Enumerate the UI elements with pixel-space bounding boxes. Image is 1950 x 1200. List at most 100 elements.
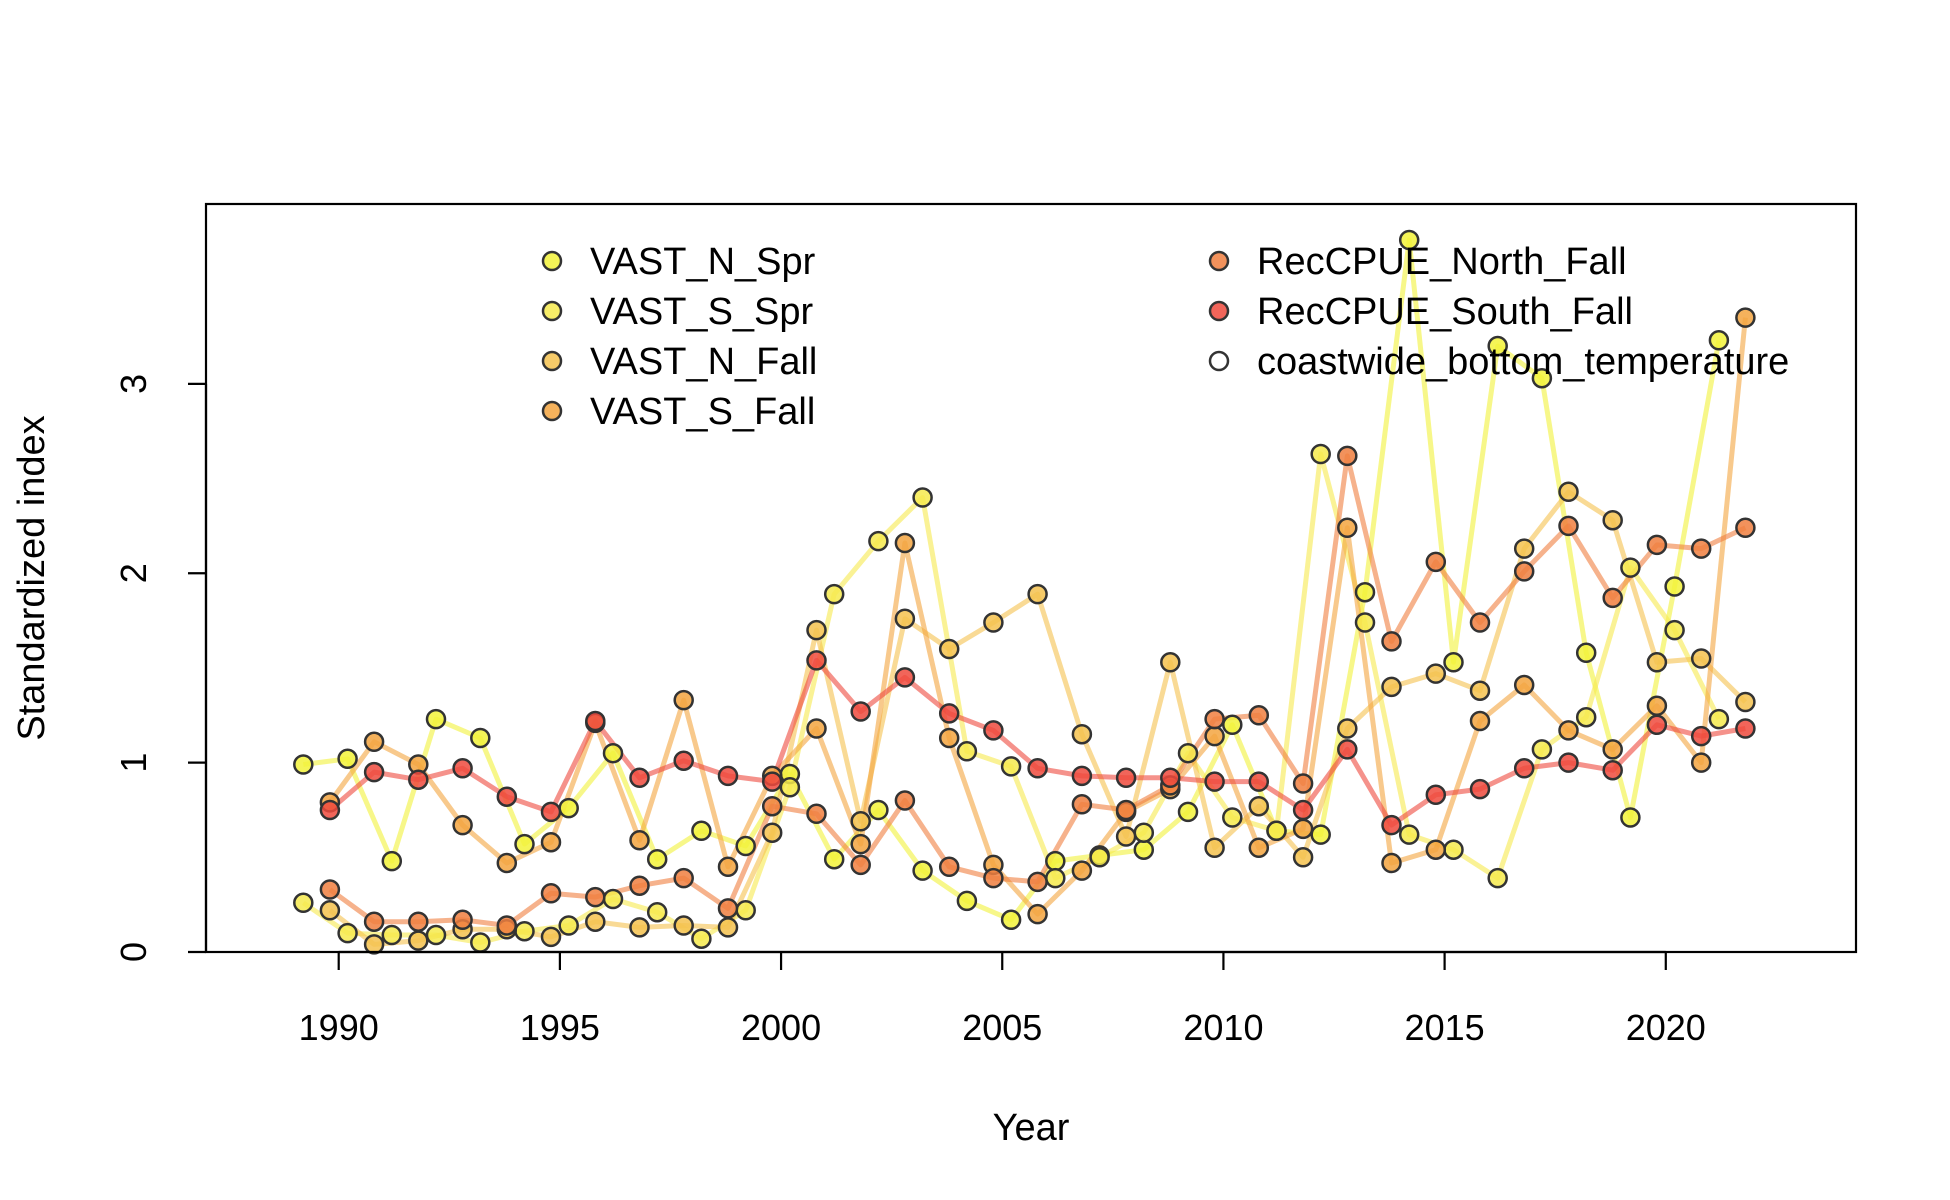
data-point [894, 532, 916, 554]
data-point [912, 487, 933, 508]
data-point [337, 748, 358, 770]
x-tick-label: 2010 [1183, 1007, 1263, 1048]
data-point [1248, 705, 1270, 726]
legend-label: VAST_S_Spr [590, 291, 814, 333]
data-point [735, 835, 756, 857]
data-point [1045, 867, 1066, 889]
data-point [1443, 839, 1464, 860]
data-point [894, 790, 916, 811]
legend-marker [541, 250, 563, 272]
data-point [1425, 839, 1447, 860]
data-point [938, 856, 960, 878]
data-point [1558, 481, 1579, 503]
data-point [850, 854, 871, 876]
data-point [1620, 557, 1641, 578]
y-tick-label: 1 [113, 753, 154, 773]
data-point [1469, 680, 1491, 701]
data-point [1222, 807, 1243, 828]
data-point [1292, 847, 1314, 868]
data-point [452, 814, 473, 836]
data-point [1071, 794, 1093, 815]
data-point [1708, 330, 1730, 351]
data-point [761, 771, 783, 792]
legend-marker [1208, 300, 1230, 322]
data-point [1337, 517, 1358, 539]
data-point [1337, 718, 1358, 739]
data-point [1381, 676, 1402, 698]
data-point [319, 799, 341, 821]
data-point [1620, 807, 1641, 828]
data-point [823, 848, 845, 870]
data-point [1558, 752, 1579, 773]
data-point [558, 797, 579, 819]
data-point [735, 900, 756, 921]
data-point [912, 860, 933, 881]
y-tick-label: 3 [113, 374, 154, 394]
data-point [806, 718, 827, 739]
data-point [1248, 837, 1270, 859]
data-point [1425, 663, 1447, 684]
data-point [850, 701, 871, 722]
x-tick-label: 2015 [1405, 1007, 1485, 1048]
data-point [868, 530, 889, 552]
data-point [1398, 824, 1420, 845]
x-tick-label: 1990 [299, 1007, 379, 1048]
data-point [1708, 708, 1730, 730]
data-point [1133, 822, 1155, 843]
data-point [1133, 839, 1155, 860]
data-point [646, 848, 668, 870]
data-point [540, 801, 562, 823]
data-point [470, 932, 491, 953]
data-point [540, 926, 562, 948]
data-point [1071, 723, 1093, 745]
data-point [956, 741, 978, 762]
data-point [1160, 767, 1181, 789]
data-point [806, 803, 827, 825]
y-axis-label: Standardized index [11, 415, 53, 740]
data-point [983, 867, 1004, 889]
data-point [1425, 784, 1447, 806]
data-point [1027, 583, 1048, 605]
legend-label: coastwide_bottom_temperature [1257, 341, 1789, 383]
legend-marker [541, 400, 563, 422]
x-tick-label: 2000 [741, 1007, 821, 1048]
data-point [337, 922, 358, 944]
data-point [629, 830, 650, 851]
data-point [602, 742, 624, 764]
data-point [496, 786, 518, 807]
data-point [894, 608, 916, 629]
data-point [1558, 720, 1579, 741]
data-point [1513, 758, 1535, 779]
y-tick-label: 2 [113, 563, 154, 583]
data-point [761, 822, 783, 843]
series-line-3 [327, 317, 1748, 917]
data-point [983, 720, 1004, 741]
data-point [938, 703, 960, 724]
data-point [691, 820, 712, 842]
data-point [1425, 551, 1447, 573]
data-point [381, 850, 403, 872]
data-point [1204, 837, 1225, 859]
data-point [868, 799, 889, 821]
legend-label: VAST_N_Spr [590, 241, 816, 283]
data-point [1531, 739, 1553, 760]
data-point [673, 689, 694, 711]
data-point [1398, 229, 1420, 251]
data-point [629, 917, 650, 938]
data-point [629, 875, 650, 896]
data-point [408, 911, 429, 932]
data-point [1204, 771, 1225, 792]
data-point [673, 750, 694, 771]
data-point [452, 758, 473, 779]
x-axis-label: Year [993, 1107, 1070, 1149]
data-point [1735, 307, 1756, 328]
data-point [1204, 708, 1225, 730]
data-point [514, 833, 535, 855]
data-point [381, 924, 403, 946]
data-point [1602, 759, 1623, 781]
data-point [1664, 619, 1685, 641]
data-point [585, 911, 606, 932]
data-point [1310, 824, 1331, 845]
data-point [585, 886, 606, 908]
data-point [850, 811, 871, 832]
